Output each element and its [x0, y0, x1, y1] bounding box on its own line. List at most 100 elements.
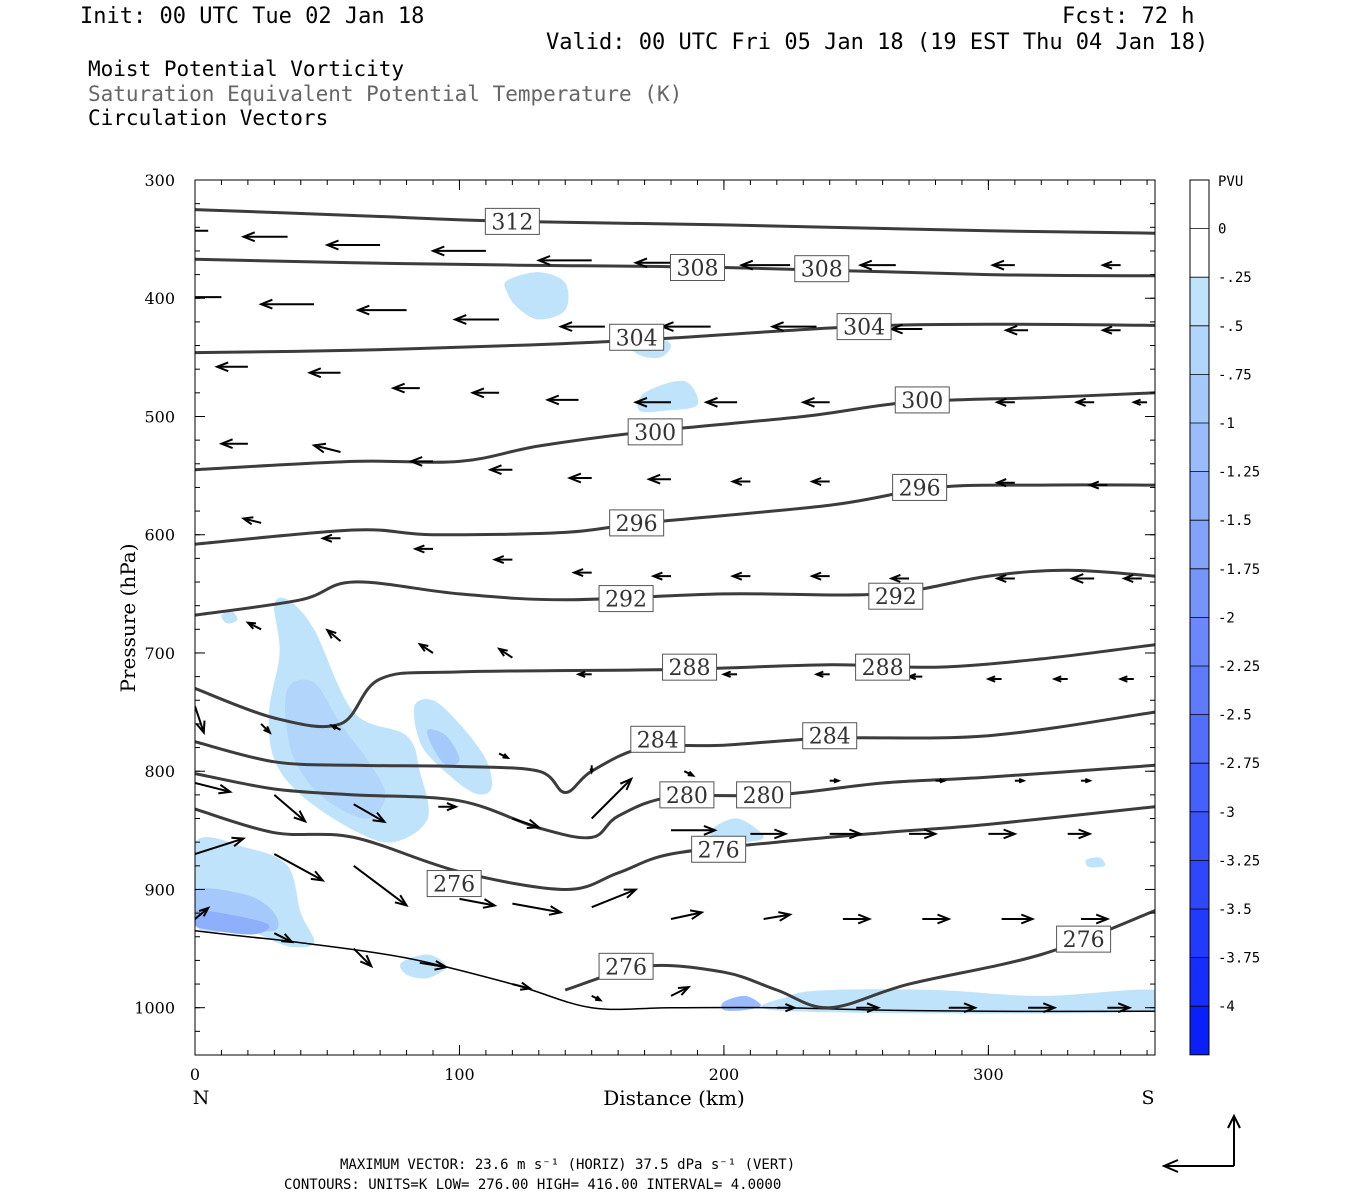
colorbar-label-16: -4 — [1218, 999, 1235, 1015]
vector-61 — [813, 670, 830, 678]
vector-57 — [417, 642, 434, 654]
vector-shaft — [243, 517, 262, 524]
colorbar-label-10: -2.5 — [1218, 708, 1252, 724]
vector-head — [677, 985, 692, 996]
vector-66 — [195, 705, 206, 736]
vector-97 — [922, 913, 952, 925]
vector-head — [496, 647, 508, 657]
vector-34 — [408, 456, 433, 467]
vector-head — [1121, 573, 1134, 583]
vector-93 — [591, 888, 639, 909]
vector-head — [703, 396, 718, 408]
vector-head — [469, 387, 485, 399]
vector-74 — [1014, 777, 1027, 784]
vector-29 — [994, 397, 1015, 407]
contour-label-3-1: 300 — [901, 389, 943, 414]
field-title-theta: Saturation Equivalent Potential Temperat… — [88, 82, 683, 106]
vector-70 — [589, 765, 594, 775]
field-title-vectors: Circulation Vectors — [88, 106, 329, 130]
vector-head — [994, 397, 1007, 407]
vector-head — [994, 478, 1007, 488]
contour-label-8-1: 280 — [743, 784, 785, 809]
vector-head — [1069, 573, 1084, 584]
vector-43 — [240, 516, 262, 526]
theta-contour-1 — [195, 257, 1155, 278]
vector-14 — [558, 321, 605, 332]
contour-label-0-0: 312 — [491, 210, 533, 235]
vector-head — [390, 382, 405, 394]
vector-82 — [671, 824, 718, 836]
theta-contour-0 — [195, 208, 1155, 235]
contour-label-box-2-0 — [609, 323, 665, 351]
contour-label-5-0: 292 — [605, 588, 647, 613]
colorbar-label-4: -1 — [1218, 416, 1235, 432]
vector-shaft — [273, 794, 306, 823]
end-label-south: S — [1141, 1087, 1154, 1109]
vector-3 — [430, 245, 486, 257]
vector-44 — [320, 533, 341, 543]
contour-label-box-3-1 — [894, 386, 950, 414]
vector-head — [857, 913, 873, 925]
vector-42 — [1087, 480, 1108, 490]
vector-24 — [544, 394, 579, 406]
vector-71 — [683, 770, 696, 777]
vector-head — [769, 321, 784, 332]
vector-107 — [776, 1003, 798, 1013]
vector-46 — [492, 555, 513, 565]
y-tick-label: 800 — [144, 762, 175, 781]
contour-label-box-0-0 — [484, 207, 540, 235]
vector-95 — [763, 911, 793, 922]
x-tick-label: 300 — [973, 1065, 1004, 1084]
x-tick-label: 100 — [444, 1065, 475, 1084]
vector-head — [1073, 397, 1086, 407]
colorbar-unit: PVU — [1218, 174, 1243, 190]
vector-103 — [419, 960, 449, 971]
vector-47 — [571, 568, 592, 578]
vector-shaft — [670, 911, 703, 920]
contour-label-3-0: 300 — [634, 421, 676, 446]
vector-head — [311, 442, 327, 454]
contour-label-box-9-1 — [426, 870, 482, 898]
vector-head — [1042, 1002, 1058, 1014]
vector-head — [857, 259, 873, 271]
vector-head — [619, 776, 634, 791]
vector-head — [394, 894, 409, 908]
contour-label-8-0: 280 — [666, 784, 708, 809]
vector-head — [482, 898, 498, 909]
vector-head — [633, 396, 648, 408]
vector-104 — [512, 981, 533, 991]
y-tick-label: 500 — [144, 407, 175, 426]
vector-head — [446, 802, 459, 812]
vector-11 — [258, 298, 314, 310]
circulation-vectors — [195, 229, 1148, 1014]
vector-head — [198, 906, 211, 917]
vector-head — [1003, 324, 1018, 336]
vector-head — [923, 828, 939, 840]
contour-label-box-7-0 — [630, 725, 686, 753]
contour-label-box-9-3 — [1056, 925, 1112, 953]
vector-head — [774, 828, 789, 840]
vector-110 — [1028, 1002, 1058, 1014]
vector-56 — [325, 628, 342, 642]
vector-head — [372, 811, 387, 824]
vector-head — [703, 824, 718, 836]
vector-head — [833, 777, 842, 784]
vector-88 — [195, 836, 246, 855]
vector-shaft — [512, 983, 531, 990]
colorbar-label-2: -.5 — [1218, 319, 1243, 335]
vector-head — [1095, 913, 1111, 925]
theta-contour-6 — [195, 643, 1155, 729]
vector-head — [566, 472, 582, 484]
vector-head — [492, 555, 505, 565]
theta-contour-5 — [195, 568, 1155, 617]
contour-label-4-1: 296 — [899, 476, 941, 501]
vector-head — [325, 628, 337, 639]
pv-area-4 — [285, 679, 386, 819]
vector-head — [785, 1003, 798, 1013]
vector-head — [214, 361, 229, 373]
vector-8 — [990, 259, 1015, 271]
pv-colorbar: 0 -.25 -.5 -.75 -1 -1.25 -1.5 -1.75 -2 -2.25 -2.5 -… — [1189, 179, 1260, 1056]
vector-shaft — [459, 897, 495, 907]
vector-101 — [273, 932, 295, 944]
vector-102 — [352, 947, 374, 969]
